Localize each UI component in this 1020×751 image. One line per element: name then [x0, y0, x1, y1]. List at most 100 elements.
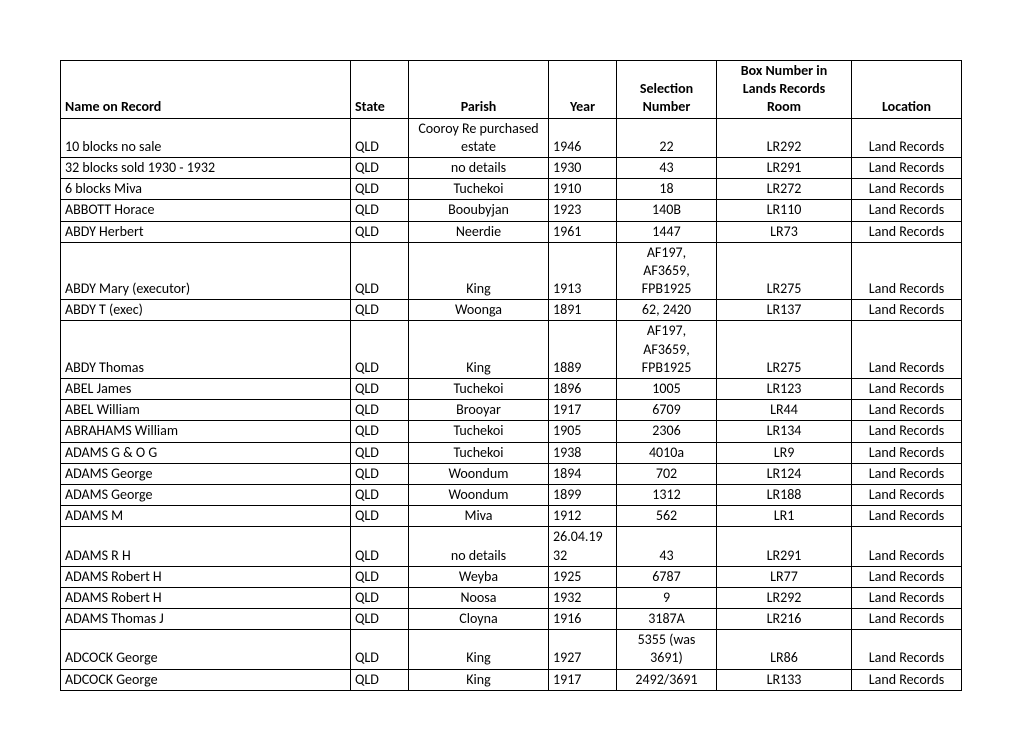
cell-name: ADAMS M: [61, 506, 351, 527]
cell-box: LR188: [717, 484, 852, 505]
cell-sel: 3187A: [617, 609, 717, 630]
cell-box: LR133: [717, 669, 852, 690]
table-row: ADAMS Thomas JQLDCloyna19163187ALR216Lan…: [61, 609, 962, 630]
cell-sel: 9: [617, 587, 717, 608]
cell-name: ADAMS Robert H: [61, 587, 351, 608]
cell-state: QLD: [351, 157, 409, 178]
header-box: Box Number in Lands Records Room: [717, 61, 852, 119]
cell-year: 1930: [549, 157, 617, 178]
cell-year: 1917: [549, 669, 617, 690]
cell-year: 1896: [549, 379, 617, 400]
cell-box: LR134: [717, 421, 852, 442]
header-name: Name on Record: [61, 61, 351, 119]
cell-loc: Land Records: [852, 200, 962, 221]
cell-year: 1961: [549, 221, 617, 242]
cell-parish: Tuchekoi: [409, 421, 549, 442]
table-row: ADAMS GeorgeQLDWoondum18991312LR188Land …: [61, 484, 962, 505]
cell-box: LR44: [717, 400, 852, 421]
cell-box: LR272: [717, 179, 852, 200]
cell-loc: Land Records: [852, 506, 962, 527]
cell-sel: 6787: [617, 566, 717, 587]
table-row: ADCOCK GeorgeQLDKing19172492/3691LR133La…: [61, 669, 962, 690]
cell-name: 6 blocks Miva: [61, 179, 351, 200]
cell-year: 1916: [549, 609, 617, 630]
cell-state: QLD: [351, 669, 409, 690]
cell-state: QLD: [351, 421, 409, 442]
cell-year: 1946: [549, 118, 617, 157]
cell-loc: Land Records: [852, 421, 962, 442]
cell-sel: 562: [617, 506, 717, 527]
table-row: ABEL WilliamQLDBrooyar19176709LR44Land R…: [61, 400, 962, 421]
cell-state: QLD: [351, 118, 409, 157]
cell-year: 1889: [549, 321, 617, 379]
cell-sel: AF197, AF3659, FPB1925: [617, 242, 717, 300]
cell-year: 1891: [549, 300, 617, 321]
cell-sel: 5355 (was 3691): [617, 630, 717, 669]
cell-name: ABDY Mary (executor): [61, 242, 351, 300]
cell-loc: Land Records: [852, 221, 962, 242]
cell-loc: Land Records: [852, 669, 962, 690]
cell-loc: Land Records: [852, 630, 962, 669]
cell-year: 1938: [549, 442, 617, 463]
cell-box: LR73: [717, 221, 852, 242]
cell-box: LR292: [717, 587, 852, 608]
cell-loc: Land Records: [852, 609, 962, 630]
cell-box: LR124: [717, 463, 852, 484]
table-row: ADAMS GeorgeQLDWoondum1894702LR124Land R…: [61, 463, 962, 484]
cell-name: ADAMS George: [61, 463, 351, 484]
table-row: ABDY ThomasQLDKing1889AF197, AF3659, FPB…: [61, 321, 962, 379]
cell-loc: Land Records: [852, 242, 962, 300]
table-header-row: Name on RecordStateParishYearSelection N…: [61, 61, 962, 119]
cell-loc: Land Records: [852, 463, 962, 484]
cell-state: QLD: [351, 484, 409, 505]
cell-box: LR137: [717, 300, 852, 321]
cell-parish: Cooroy Re purchased estate: [409, 118, 549, 157]
cell-loc: Land Records: [852, 300, 962, 321]
cell-name: ABDY Thomas: [61, 321, 351, 379]
cell-box: LR292: [717, 118, 852, 157]
cell-state: QLD: [351, 442, 409, 463]
cell-sel: 22: [617, 118, 717, 157]
cell-box: LR1: [717, 506, 852, 527]
cell-loc: Land Records: [852, 484, 962, 505]
table-row: ABEL JamesQLDTuchekoi18961005LR123Land R…: [61, 379, 962, 400]
cell-loc: Land Records: [852, 157, 962, 178]
cell-name: ABBOTT Horace: [61, 200, 351, 221]
cell-parish: King: [409, 242, 549, 300]
cell-box: LR216: [717, 609, 852, 630]
table-row: 10 blocks no saleQLDCooroy Re purchased …: [61, 118, 962, 157]
cell-sel: 18: [617, 179, 717, 200]
table-row: ABDY T (exec)QLDWoonga189162, 2420LR137L…: [61, 300, 962, 321]
cell-parish: no details: [409, 157, 549, 178]
cell-year: 1927: [549, 630, 617, 669]
table-row: 32 blocks sold 1930 - 1932QLDno details1…: [61, 157, 962, 178]
records-table: Name on RecordStateParishYearSelection N…: [60, 60, 962, 691]
cell-sel: AF197, AF3659, FPB1925: [617, 321, 717, 379]
cell-state: QLD: [351, 321, 409, 379]
cell-year: 1923: [549, 200, 617, 221]
cell-loc: Land Records: [852, 118, 962, 157]
header-parish: Parish: [409, 61, 549, 119]
cell-box: LR275: [717, 242, 852, 300]
cell-sel: 140B: [617, 200, 717, 221]
cell-name: ADCOCK George: [61, 630, 351, 669]
table-row: ADAMS G & O GQLDTuchekoi19384010aLR9Land…: [61, 442, 962, 463]
cell-sel: 2492/3691: [617, 669, 717, 690]
cell-year: 26.04.19 32: [549, 527, 617, 566]
header-state: State: [351, 61, 409, 119]
cell-state: QLD: [351, 400, 409, 421]
table-row: ADAMS Robert HQLDNoosa19329LR292Land Rec…: [61, 587, 962, 608]
cell-sel: 6709: [617, 400, 717, 421]
cell-loc: Land Records: [852, 587, 962, 608]
header-sel: Selection Number: [617, 61, 717, 119]
cell-year: 1932: [549, 587, 617, 608]
cell-name: ABEL James: [61, 379, 351, 400]
cell-box: LR123: [717, 379, 852, 400]
cell-name: 10 blocks no sale: [61, 118, 351, 157]
cell-parish: Tuchekoi: [409, 179, 549, 200]
cell-year: 1905: [549, 421, 617, 442]
header-year: Year: [549, 61, 617, 119]
cell-name: ADAMS Thomas J: [61, 609, 351, 630]
cell-year: 1910: [549, 179, 617, 200]
cell-parish: Booubyjan: [409, 200, 549, 221]
